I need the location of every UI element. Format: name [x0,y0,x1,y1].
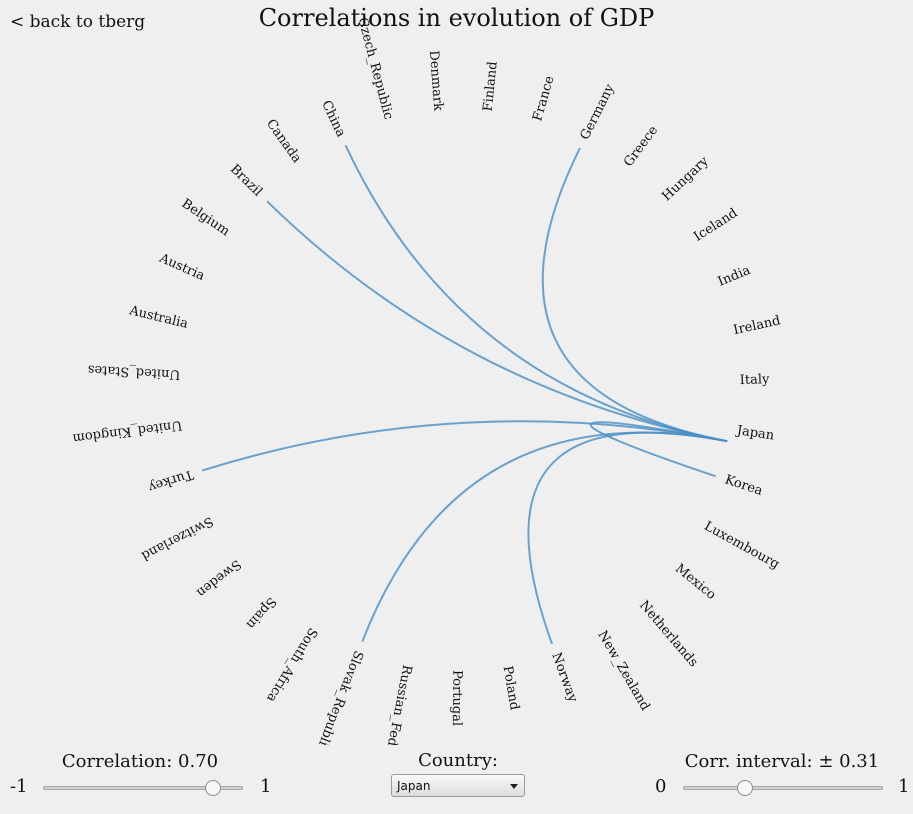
back-link[interactable]: < back to tberg [10,12,146,32]
country-label-china[interactable]: China [318,98,348,140]
country-label-iceland[interactable]: Iceland [691,206,740,245]
country-label-portugal[interactable]: Portugal [449,670,465,726]
country-label-new_zealand[interactable]: New_Zealand [594,628,652,713]
chevron-down-icon [510,784,518,789]
country-label-ireland[interactable]: Ireland [732,313,782,338]
country-label-korea[interactable]: Korea [723,472,765,499]
country-label-canada[interactable]: Canada [263,117,304,167]
country-label-brazil[interactable]: Brazil [227,162,265,200]
country-label-australia[interactable]: Australia [127,303,190,332]
country-label-finland[interactable]: Finland [481,61,501,112]
country-select-value: Japan [397,779,431,793]
interval-max-label: 1 [898,776,910,797]
country-label-mexico[interactable]: Mexico [672,561,719,603]
country-select[interactable]: Japan [391,774,525,797]
interval-min-label: 0 [655,776,667,797]
chord-link-germany [541,147,728,443]
interval-slider-thumb[interactable] [737,780,753,796]
country-label-greece[interactable]: Greece [621,123,661,170]
correlation-slider-thumb[interactable] [205,780,221,796]
country-label-slovak_republic[interactable]: Slovak_Republic [312,648,365,745]
country-label-poland[interactable]: Poland [500,665,522,712]
correlation-label: Correlation: 0.70 [61,751,219,772]
interval-label: Corr. interval: ± 0.31 [684,751,880,772]
chord-link-norway [527,431,728,645]
correlation-max-label: 1 [260,776,272,797]
country-label-belgium[interactable]: Belgium [179,196,233,239]
chord-links [202,144,728,645]
country-label-japan[interactable]: Japan [734,423,776,444]
correlation-slider[interactable] [43,780,243,796]
country-label-denmark[interactable]: Denmark [426,50,446,112]
country-label-czech_republic[interactable]: Czech_Republic [354,16,395,121]
country-label-switzerland[interactable]: Switzerland [139,513,216,563]
chord-link-brazil [266,200,728,443]
country-label-south_africa[interactable]: South_Africa [263,625,320,705]
country-label-sweden[interactable]: Sweden [193,556,244,600]
correlation-min-label: -1 [10,776,28,797]
country-label-italy[interactable]: Italy [740,372,771,388]
country-label-united_kingdom[interactable]: United_Kingdom [72,417,183,446]
chart-title: Correlations in evolution of GDP [258,4,655,32]
country-label-luxembourg[interactable]: Luxembourg [701,519,781,572]
country-label-russian_federation[interactable]: Russian_Federation [375,663,414,745]
interval-slider[interactable] [683,780,883,796]
country-label: Country: [418,750,498,771]
country-label-hungary[interactable]: Hungary [659,153,712,204]
chord-link-china [344,144,728,443]
correlation-slider-track[interactable] [43,786,243,790]
country-label-france[interactable]: France [530,74,557,123]
country-label-germany[interactable]: Germany [578,81,618,142]
interval-slider-track[interactable] [683,786,883,790]
chord-link-turkey [202,420,728,472]
country-label-austria[interactable]: Austria [156,251,207,285]
country-label-turkey[interactable]: Turkey [146,466,195,494]
country-label-india[interactable]: India [716,263,753,290]
country-label-spain[interactable]: Spain [242,594,279,632]
country-label-united_states[interactable]: United_States [87,362,180,382]
chord-link-slovak_republic [361,431,728,643]
country-label-netherlands[interactable]: Netherlands [636,598,701,670]
country-label-norway[interactable]: Norway [548,651,580,705]
